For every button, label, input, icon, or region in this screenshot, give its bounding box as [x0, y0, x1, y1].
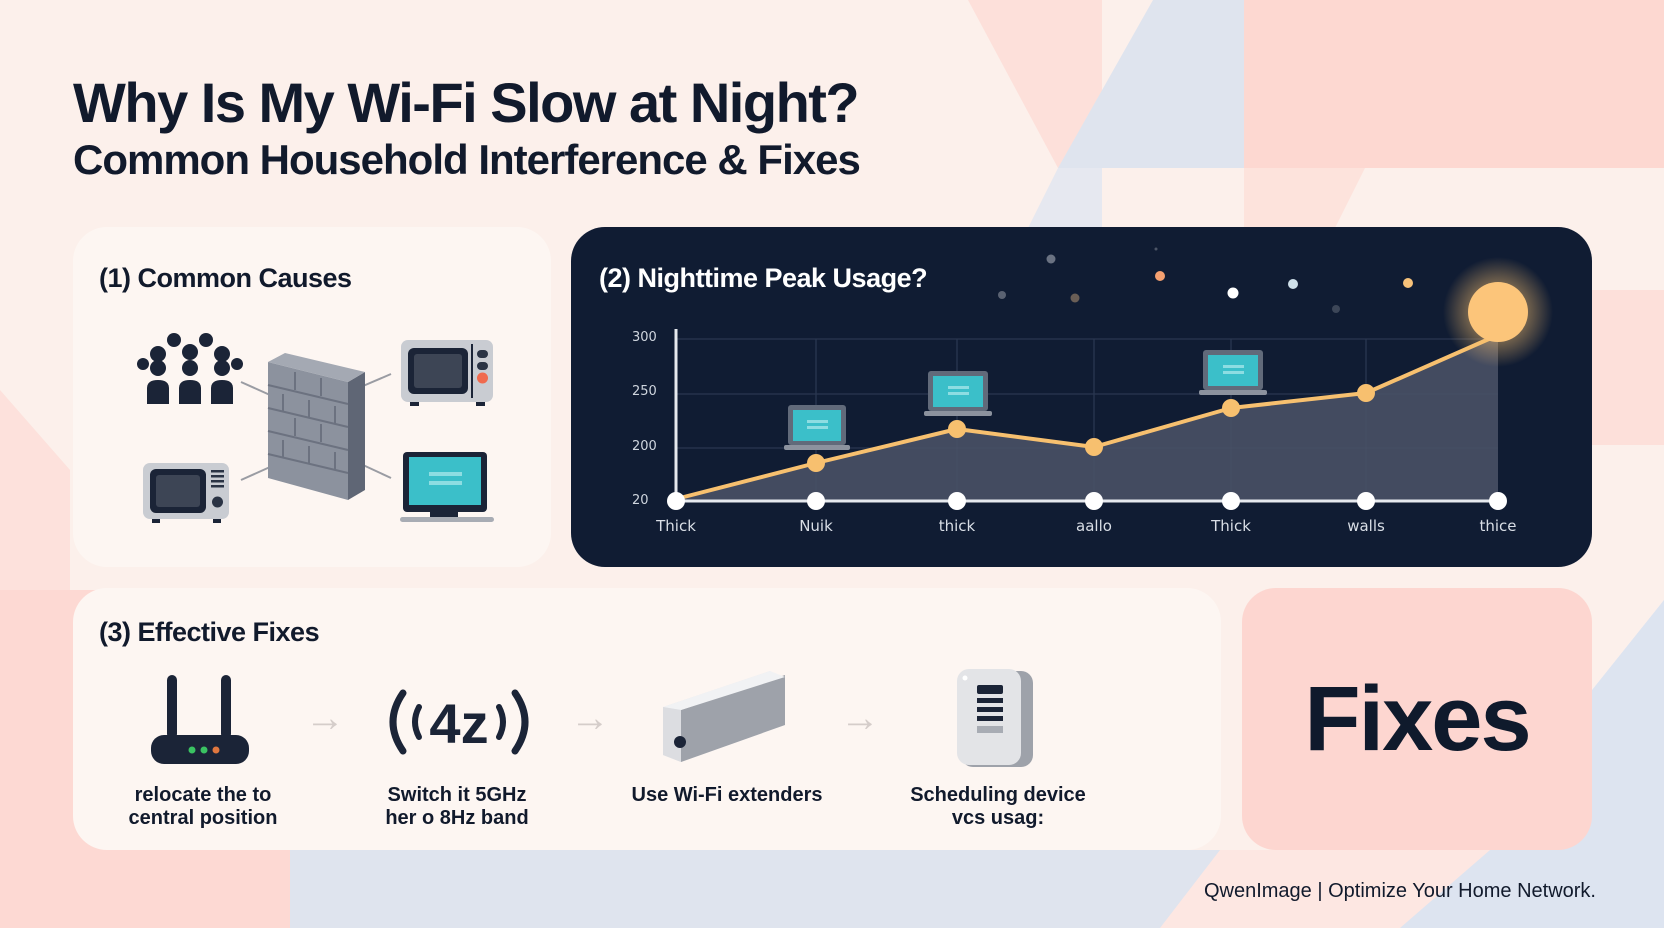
laptop-icon: [924, 371, 992, 416]
usage-title: (2) Nighttime Peak Usage?: [599, 263, 928, 293]
x-tick-5: walls: [1347, 517, 1385, 535]
causes-illustration: [137, 333, 494, 523]
footer-credit: QwenImage | Optimize Your Home Network.: [1203, 880, 1596, 902]
extender-icon: [663, 671, 785, 762]
arrow-icon: →: [570, 696, 610, 740]
fixes-badge: Fixes: [1242, 588, 1592, 850]
causes-title: (1) Common Causes: [99, 263, 352, 293]
fix-step-switch-band: Switch it 5GHz her o 8Hz band: [385, 784, 529, 829]
usage-chart: [667, 247, 1553, 510]
x-tick-2: thick: [938, 517, 976, 535]
schedule-device-icon: [957, 669, 1033, 767]
x-tick-0: Thick: [656, 517, 696, 535]
fixes-illustration: 4z: [151, 669, 1033, 767]
page-title: Why Is My Wi-Fi Slow at Night?: [73, 71, 860, 134]
laptop-icon: [1199, 350, 1267, 395]
x-tick-3: aallo: [1076, 517, 1112, 535]
page-subtitle: Common Household Interference & Fixes: [73, 136, 861, 183]
y-tick-200: 200: [632, 439, 657, 454]
microwave-icon: [143, 463, 229, 523]
router-icon: [151, 675, 249, 764]
fix-step-scheduling: Scheduling device vcs usag:: [910, 784, 1086, 829]
fix-step-relocate: relocate the to central position: [128, 784, 278, 829]
microwave-icon: [401, 340, 493, 406]
x-tick-4: Thick: [1211, 517, 1251, 535]
x-tick-1: Nuik: [799, 517, 833, 535]
people-crowd-icon: [137, 333, 243, 404]
fix-step-extenders: Use Wi-Fi extenders: [631, 784, 823, 806]
monitor-icon: [400, 452, 494, 522]
band-glyph-text: 4z: [429, 692, 488, 755]
y-tick-20: 20: [632, 493, 649, 508]
arrow-icon: →: [840, 696, 880, 740]
brick-wall-icon: [267, 353, 365, 500]
stars-decoration: [998, 247, 1413, 313]
usage-area: [676, 335, 1498, 501]
arrow-icon: →: [305, 696, 345, 740]
wifi-band-icon: [389, 689, 529, 755]
laptop-icon: [784, 405, 850, 450]
fixes-title: (3) Effective Fixes: [99, 617, 320, 647]
y-tick-250: 250: [632, 384, 657, 399]
y-tick-300: 300: [632, 330, 657, 345]
x-tick-6: thice: [1479, 517, 1517, 535]
moon-marker: [1468, 282, 1528, 342]
